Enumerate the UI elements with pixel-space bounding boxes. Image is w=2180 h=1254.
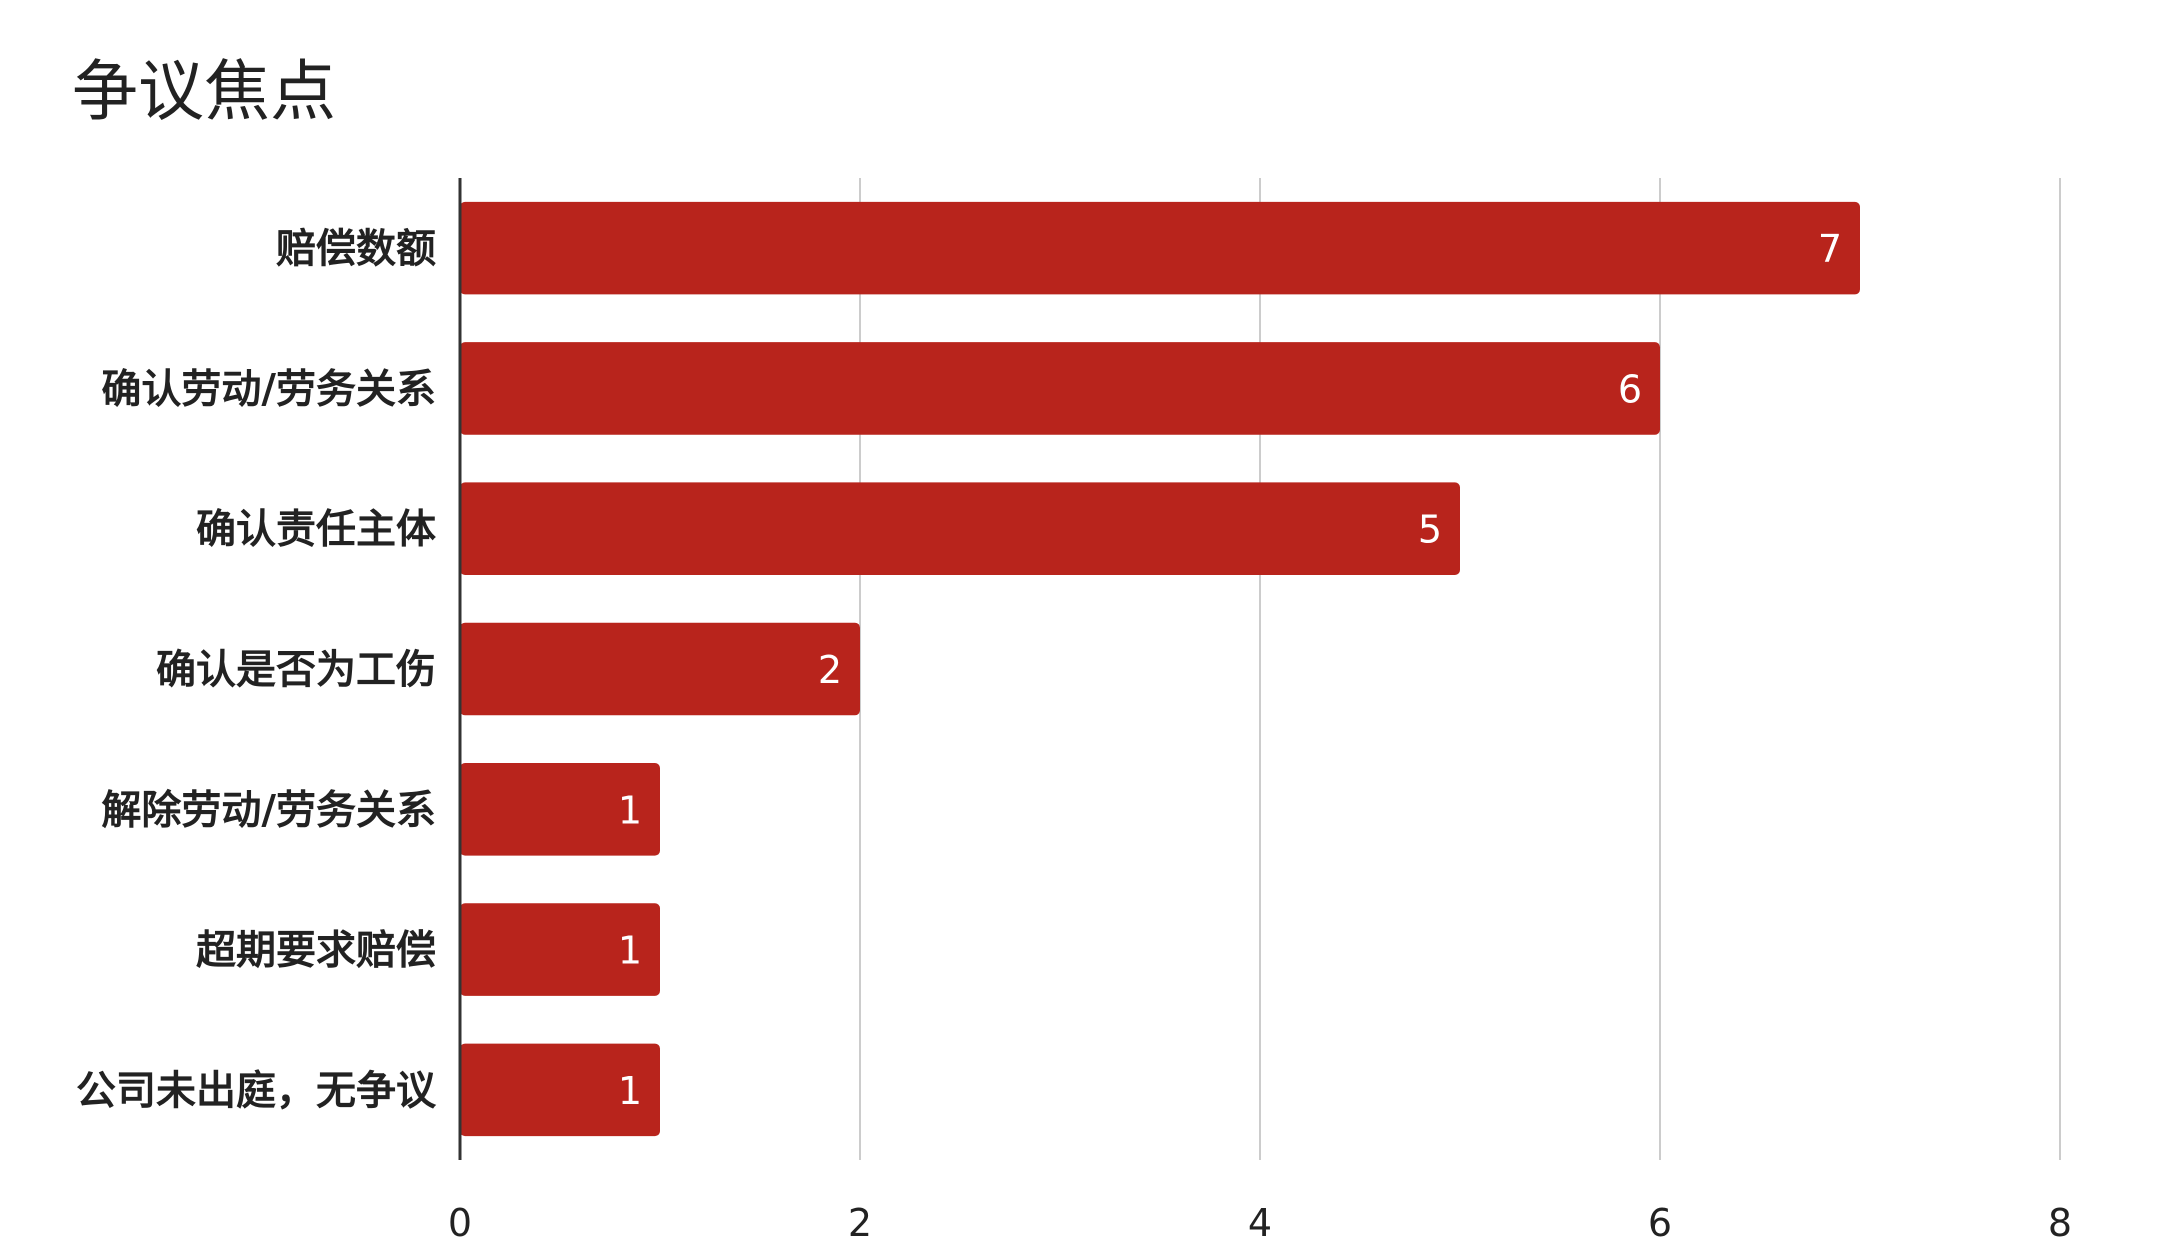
data-label: 5 — [1418, 508, 1442, 552]
x-tick-label: 0 — [448, 1201, 472, 1245]
x-tick-label: 6 — [1648, 1201, 1672, 1245]
x-tick-label: 4 — [1248, 1201, 1272, 1245]
data-label: 7 — [1818, 227, 1842, 271]
bar-2 — [460, 482, 1460, 576]
bars — [460, 201, 1860, 1137]
data-label: 2 — [818, 648, 842, 692]
data-label: 1 — [618, 929, 642, 973]
bar-5 — [460, 903, 660, 996]
data-label: 6 — [1618, 367, 1642, 411]
data-label: 1 — [618, 788, 642, 832]
bar-4 — [460, 762, 660, 856]
bar-1 — [460, 342, 1660, 435]
category-label: 解除劳动/劳务关系 — [101, 787, 436, 833]
category-label: 确认劳动/劳务关系 — [101, 366, 436, 412]
category-label: 确认是否为工伤 — [156, 647, 436, 693]
gridlines — [859, 178, 2061, 1160]
category-label: 超期要求赔偿 — [196, 928, 436, 974]
category-label: 确认责任主体 — [196, 507, 436, 553]
x-tick-label: 2 — [848, 1201, 872, 1245]
bar-0 — [460, 201, 1860, 295]
category-label: 赔偿数额 — [276, 226, 436, 272]
category-label: 公司未出庭，无争议 — [76, 1068, 437, 1114]
chart-title: 争议焦点 — [72, 53, 336, 130]
bar-3 — [460, 622, 860, 716]
data-label: 1 — [618, 1069, 642, 1113]
labels: 0 2 4 6 8 赔偿数额 7 确认劳动/劳务关系 6 确认责任主体 5 确认是否为工伤 2 解除劳动/… — [76, 226, 2072, 1245]
bar-6 — [460, 1043, 660, 1137]
x-tick-label: 8 — [2048, 1201, 2072, 1245]
